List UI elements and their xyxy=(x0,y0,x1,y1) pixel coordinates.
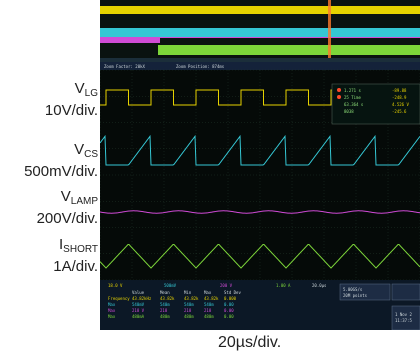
zoom-position-text: Zoom Position: 874ms xyxy=(176,64,225,69)
vlg-scale: 10V/div. xyxy=(44,102,98,119)
readout-right-4: -245.6 xyxy=(392,109,407,114)
overview-ch4-gap xyxy=(100,44,158,56)
record-length: 20M points xyxy=(343,293,368,298)
date-line-1: 1 Nov 2 xyxy=(395,312,412,317)
ch2-vcs-trace xyxy=(100,134,420,166)
overview-ch1-band xyxy=(100,6,420,14)
stats-row-1-stddev: 0.000 xyxy=(224,296,237,301)
readout-line-4: 8038 xyxy=(344,109,354,114)
ishort-sub: SHORT xyxy=(63,244,98,255)
zoom-factor-text: Zoom Factor: 20kX xyxy=(104,64,145,69)
ch4-setting[interactable]: 1.00 A xyxy=(276,283,291,288)
stats-row-4-min: 480m xyxy=(184,314,194,319)
scope-graphics xyxy=(100,0,420,330)
overview-ch4-band xyxy=(100,45,420,55)
overview-ch3-band xyxy=(100,38,160,43)
sample-rate-box xyxy=(339,283,391,301)
stats-row-1-min: 43.82k xyxy=(184,296,199,301)
run-state-box xyxy=(391,283,420,301)
vcs-scale: 500mV/div. xyxy=(24,163,98,180)
ishort-scale: 1A/div. xyxy=(53,258,98,275)
ch1-vlg-trace xyxy=(100,89,420,106)
stats-row-2-min: 540m xyxy=(184,302,194,307)
vlg-label: VLG 10V/div. xyxy=(0,80,98,119)
stats-row-2-mean: 540m xyxy=(160,302,170,307)
readout-right-1: -89.88 xyxy=(392,88,407,93)
vlamp-name: V xyxy=(60,188,71,205)
stats-row-2-max: 540m xyxy=(204,302,214,307)
stats-row-3-mean: 218 xyxy=(160,308,168,313)
readout-line-1: 1.271 s xyxy=(344,88,361,93)
stats-row-3-value: 218 V xyxy=(132,308,145,313)
stats-row-3-min: 218 xyxy=(184,308,192,313)
readout-cursor-b-icon xyxy=(337,95,341,99)
date-box xyxy=(391,305,420,330)
stats-header-stddev: Std Dev xyxy=(224,290,241,295)
readout-right-3: 4.526 V xyxy=(392,102,409,107)
stats-row-4-max: 480m xyxy=(204,314,214,319)
ch3-setting[interactable]: 200 V xyxy=(220,283,233,288)
vcs-name: V xyxy=(74,141,85,158)
trigger-setting[interactable]: 20.0µs xyxy=(312,283,327,288)
overview-ch3-line xyxy=(100,37,420,38)
stats-header-max: Max xyxy=(204,290,212,295)
stats-row-4-stddev: 0.00 xyxy=(224,314,234,319)
stats-row-2-stddev: 0.00 xyxy=(224,302,234,307)
stats-row-1-label: Frequency xyxy=(108,296,130,301)
overview-divider xyxy=(100,58,420,62)
ishort-label: ISHORT 1A/div. xyxy=(0,236,98,275)
date-line-2: 11:37:5 xyxy=(395,318,412,323)
stats-row-1-max: 43.82k xyxy=(204,296,219,301)
vlamp-label: VLAMP 200V/div. xyxy=(0,188,98,227)
stats-header-min: Min xyxy=(184,290,192,295)
stats-row-2-value: 540mV xyxy=(132,302,145,307)
vcs-sub: CS xyxy=(84,149,98,160)
readout-right-2: -248.9 xyxy=(392,95,407,100)
readout-line-2: 25 Time xyxy=(344,95,361,100)
vcs-label: VCS 500mV/div. xyxy=(0,141,98,180)
readout-cursor-a-icon xyxy=(337,88,341,92)
ch4-ishort-trace xyxy=(100,244,420,269)
stats-row-4-mean: 480m xyxy=(160,314,170,319)
readout-box xyxy=(331,83,420,125)
readout-line-3: 63.364 s xyxy=(344,102,364,107)
vlamp-sub: LAMP xyxy=(70,196,98,207)
stats-row-3-max: 218 xyxy=(204,308,212,313)
stats-header-value: Value xyxy=(132,290,145,295)
ch1-setting[interactable]: 18.0 V xyxy=(108,283,123,288)
stats-row-3-label: Max xyxy=(108,308,116,313)
vlg-sub: LG xyxy=(84,88,98,99)
ishort-name: I xyxy=(59,236,64,253)
ch3-vlamp-trace xyxy=(100,210,420,214)
overview-zoom-marker xyxy=(328,0,331,62)
oscilloscope-screen: Zoom Factor: 20kX Zoom Position: 874ms 1… xyxy=(100,0,420,330)
vlamp-scale: 200V/div. xyxy=(36,210,98,227)
ch2-setting[interactable]: 500mV xyxy=(164,283,177,288)
stats-row-4-value: 480mA xyxy=(132,314,145,319)
stats-row-3-stddev: 0.00 xyxy=(224,308,234,313)
stats-header-mean: Mean xyxy=(160,290,170,295)
vlg-name: V xyxy=(74,80,85,97)
stats-row-4-label: Max xyxy=(108,314,116,319)
zoom-header-bar xyxy=(100,62,420,70)
stats-row-2-label: Max xyxy=(108,302,116,307)
timebase-label: 20µs/div. xyxy=(218,334,282,351)
overview-ch2-band xyxy=(100,28,420,37)
stats-row-1-value: 43.82kHz xyxy=(132,296,152,301)
stats-row-1-mean: 43.82k xyxy=(160,296,175,301)
sample-rate: 5.00GS/s xyxy=(343,287,363,292)
